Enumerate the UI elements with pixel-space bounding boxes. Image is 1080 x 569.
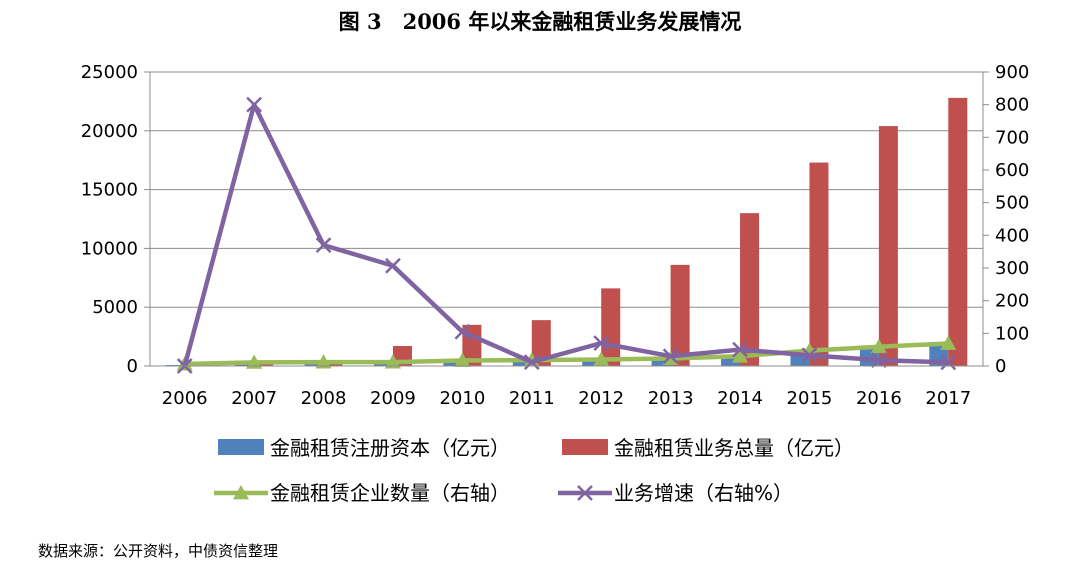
axes: 0 5000 10000 15000 20000 25000 0 100 200 300 400 50… bbox=[81, 62, 1030, 409]
y-right-tick-label: 400 bbox=[995, 225, 1029, 246]
marker-triangle bbox=[454, 352, 471, 367]
x-tick-label: 2008 bbox=[301, 388, 347, 409]
y-left-tick-label: 5000 bbox=[92, 297, 138, 318]
chart-title: 图 3 2006 年以来金融租赁业务发展情况 bbox=[338, 9, 742, 34]
legend-item: 金融租赁注册资本（亿元） bbox=[218, 436, 510, 460]
marker-triangle bbox=[593, 351, 610, 366]
source-note: 数据来源：公开资料，中债资信整理 bbox=[38, 542, 279, 560]
marker-triangle bbox=[315, 354, 332, 369]
y-right-tick-label: 500 bbox=[995, 193, 1029, 214]
legend-item: 金融租赁业务总量（亿元） bbox=[562, 436, 854, 460]
lines bbox=[176, 96, 957, 374]
marker-triangle bbox=[246, 354, 263, 369]
marker-triangle bbox=[870, 338, 887, 354]
bar-volume bbox=[809, 162, 829, 366]
bar-capital bbox=[512, 359, 532, 366]
x-tick-label: 2015 bbox=[787, 388, 833, 409]
bar-capital bbox=[443, 361, 463, 366]
bar-volume bbox=[878, 126, 898, 366]
x-tick-label: 2016 bbox=[856, 388, 902, 409]
line-growth-rate bbox=[182, 102, 949, 367]
line-company-count bbox=[184, 341, 949, 367]
bar-volume bbox=[670, 264, 690, 366]
marker-x bbox=[523, 354, 540, 370]
x-tick-label: 2007 bbox=[231, 388, 277, 409]
x-tick-label: 2010 bbox=[439, 388, 485, 409]
x-tick-label: 2017 bbox=[925, 388, 971, 409]
x-tick-label: 2014 bbox=[717, 388, 763, 409]
legend-swatch bbox=[218, 439, 264, 455]
y-right-tick-label: 0 bbox=[995, 356, 1006, 377]
bar-capital bbox=[373, 363, 393, 366]
bar-capital bbox=[721, 355, 741, 366]
y-right-tick-label: 900 bbox=[995, 62, 1029, 83]
y-right-tick-label: 600 bbox=[995, 160, 1029, 181]
marker-x bbox=[662, 348, 679, 365]
bar-capital bbox=[304, 364, 324, 366]
x-tick-label: 2011 bbox=[509, 388, 555, 409]
x-tick-label: 2006 bbox=[162, 388, 208, 409]
legend-label: 金融租赁注册资本（亿元） bbox=[270, 436, 510, 460]
bar-volume bbox=[740, 213, 760, 366]
y-left-tick-label: 20000 bbox=[81, 121, 138, 142]
marker-x bbox=[940, 354, 957, 371]
x-tick-label: 2009 bbox=[370, 388, 416, 409]
legend-swatch bbox=[562, 439, 608, 455]
y-right-tick-label: 800 bbox=[995, 95, 1029, 116]
marker-triangle bbox=[233, 485, 249, 500]
legend-label: 金融租赁企业数量（右轴） bbox=[270, 481, 510, 505]
legend-item: 金融租赁企业数量（右轴） bbox=[214, 481, 510, 505]
marker-triangle bbox=[384, 354, 401, 369]
x-tick-label: 2012 bbox=[578, 388, 624, 409]
bars bbox=[165, 97, 968, 366]
y-left-tick-label: 15000 bbox=[81, 180, 138, 201]
marker-x bbox=[732, 341, 748, 358]
bar-capital bbox=[651, 357, 671, 366]
legend-label: 业务增速（右轴%） bbox=[614, 481, 793, 505]
bar-volume bbox=[531, 320, 551, 366]
marker-x bbox=[246, 96, 263, 113]
marker-x bbox=[801, 347, 818, 364]
marker-triangle bbox=[940, 335, 957, 350]
bar-volume bbox=[948, 97, 968, 366]
marker-x bbox=[385, 257, 401, 274]
marker-x bbox=[315, 237, 332, 254]
y-left-tick-label: 25000 bbox=[81, 62, 138, 83]
y-left-tick-label: 10000 bbox=[81, 238, 138, 259]
bar-capital bbox=[582, 357, 602, 366]
y-right-tick-label: 300 bbox=[995, 258, 1029, 279]
grid-lines bbox=[150, 71, 983, 308]
marker-x bbox=[593, 335, 610, 352]
bar-volume bbox=[601, 288, 621, 366]
marker-x bbox=[454, 323, 471, 340]
legend-item: 业务增速（右轴%） bbox=[558, 481, 793, 505]
legend: 金融租赁注册资本（亿元） 金融租赁业务总量（亿元） 金融租赁企业数量（右轴） 业务增速… bbox=[214, 436, 854, 505]
marker-x bbox=[577, 485, 593, 501]
y-left-tick-label: 0 bbox=[127, 356, 138, 377]
marker-x bbox=[870, 352, 887, 369]
marker-triangle bbox=[732, 348, 749, 363]
bar-capital bbox=[235, 364, 255, 366]
y-right-tick-label: 700 bbox=[995, 127, 1029, 148]
x-tick-label: 2013 bbox=[648, 388, 694, 409]
y-right-tick-label: 100 bbox=[995, 323, 1029, 344]
legend-label: 金融租赁业务总量（亿元） bbox=[614, 436, 854, 460]
y-right-tick-label: 200 bbox=[995, 291, 1029, 312]
